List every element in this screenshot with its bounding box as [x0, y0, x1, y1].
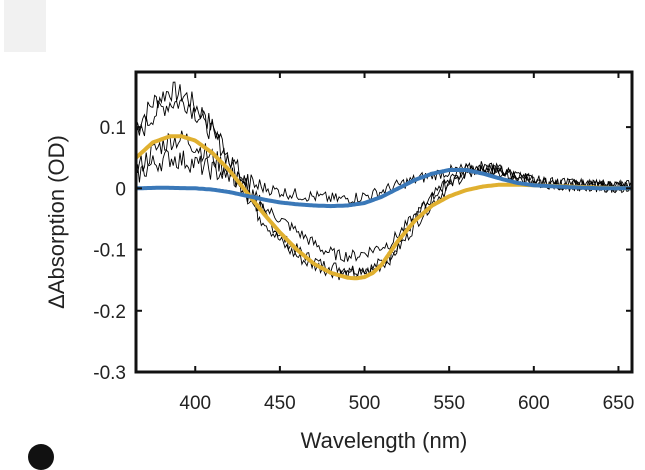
- y-tick-label--0_1: -0.1: [93, 241, 126, 262]
- y-axis-title: ΔAbsorption (OD): [44, 135, 69, 309]
- fit-yellow-line: [136, 134, 632, 281]
- fit-blue-line: [136, 168, 632, 209]
- spectrum-chart: 400 450 500 550 600 650 0.1 0 -0.1 -0.2 -0.3 Wavel…: [44, 70, 634, 453]
- y-tick-label-0: 0: [115, 179, 126, 200]
- plot-frame: [134, 70, 634, 374]
- series-layer: [136, 81, 632, 281]
- x-tick-label-550: 550: [433, 393, 465, 414]
- y-tick-label--0_3: -0.3: [93, 363, 126, 384]
- tick-layer: 400 450 500 550 600 650 0.1 0 -0.1 -0.2 -0.3: [93, 72, 634, 414]
- x-tick-label-500: 500: [349, 393, 381, 414]
- y-tick-label--0_2: -0.2: [93, 302, 126, 323]
- x-tick-label-600: 600: [518, 393, 550, 414]
- x-tick-label-400: 400: [179, 393, 211, 414]
- x-axis-title: Wavelength (nm): [301, 428, 468, 453]
- x-tick-label-450: 450: [264, 393, 296, 414]
- corner-panel-fragment: [4, 0, 46, 52]
- y-tick-label-0_1: 0.1: [100, 118, 126, 139]
- x-tick-label-650: 650: [603, 393, 635, 414]
